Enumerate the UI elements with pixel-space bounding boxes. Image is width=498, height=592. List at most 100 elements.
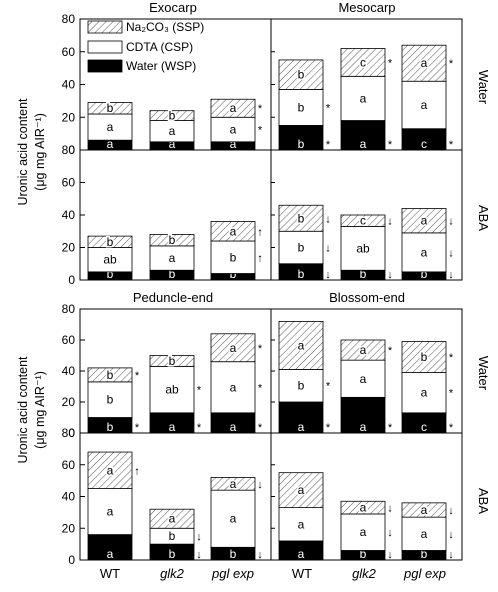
column-title-peduncle-end: Peduncle-end [133,290,213,305]
bar-peduncle-end-aba-wt-csp [87,488,133,535]
letter-bar-mesocarp-aba-pgl-exp-wsp: b [421,267,428,281]
letter-bar-blossom-end-water-wt-wsp: a [298,420,305,434]
letter-bar-mesocarp-water-pgl-exp-csp: a [421,98,428,112]
bar-mesocarp-aba-wt-ssp [278,204,324,232]
bar-blossom-end-water-glk2-ssp [340,339,386,361]
letter-bar-peduncle-end-water-glk2-ssp: b [169,354,176,368]
mark-bar-blossom-end-aba-glk2-csp: ↓ [387,527,393,539]
mark-bar-blossom-end-aba-glk2-ssp: ↓ [387,503,393,515]
bar-exocarp-aba-wt-ssp [87,235,133,248]
y-axis-unit-top: (μg mg AIR⁻¹) [33,113,47,191]
y-tick-label-peduncle-end-water-60: 60 [62,333,76,347]
mark-bar-peduncle-end-water-pgl-exp-wsp: * [258,422,263,434]
letter-bar-blossom-end-aba-pgl-exp-ssp: a [421,503,428,517]
letter-bar-mesocarp-aba-wt-ssp: b [298,211,305,225]
bar-mesocarp-water-pgl-exp-csp [401,80,447,130]
letter-bar-peduncle-end-water-pgl-exp-csp: a [230,380,237,394]
mark-bar-blossom-end-aba-glk2-wsp: ↓ [387,549,393,561]
bar-exocarp-aba-glk2-ssp [149,234,195,247]
y-tick-label-peduncle-end-water-40: 40 [62,364,76,378]
mark-bar-exocarp-aba-pgl-exp-ssp: ↑ [257,226,263,238]
letter-bar-peduncle-end-water-glk2-csp: ab [165,383,179,397]
bar-mesocarp-water-glk2-ssp [340,48,386,77]
y-tick-label-peduncle-end-aba-80: 80 [62,426,76,440]
bar-mesocarp-aba-glk2-ssp [340,214,386,227]
letter-bar-exocarp-aba-wt-wsp: b [107,267,114,281]
y-tick-label-peduncle-end-water-20: 20 [62,395,76,409]
bar-exocarp-water-pgl-exp-csp [210,116,256,143]
letter-bar-peduncle-end-aba-wt-wsp: a [107,547,114,561]
letter-bar-peduncle-end-aba-glk2-ssp: a [169,512,176,526]
bar-exocarp-water-glk2-ssp [149,110,195,121]
mark-bar-mesocarp-water-glk2-wsp: * [388,139,393,151]
letter-bar-blossom-end-water-wt-csp: b [298,379,305,393]
bar-exocarp-aba-glk2-csp [149,245,195,271]
bar-mesocarp-water-glk2-wsp [340,120,386,151]
mark-bar-peduncle-end-water-glk2-wsp: * [197,422,202,434]
bar-exocarp-water-wt-csp [87,113,133,141]
letter-bar-mesocarp-aba-glk2-wsp: b [360,267,367,281]
panel-blossom-end-water: a * b * a a * a a * c * a * b * [270,308,463,434]
mark-bar-peduncle-end-water-glk2-csp: * [197,385,202,397]
legend-swatch-csp [87,40,123,54]
letter-bar-mesocarp-water-glk2-csp: a [360,91,367,105]
bar-peduncle-end-water-wt-ssp [87,367,133,383]
letter-bar-exocarp-water-wt-csp: a [107,120,114,134]
mark-bar-exocarp-water-pgl-exp-ssp: * [258,103,263,115]
mark-bar-mesocarp-aba-pgl-exp-ssp: ↓ [448,216,454,228]
bar-exocarp-water-pgl-exp-ssp [210,98,256,118]
letter-bar-exocarp-aba-wt-csp: ab [103,253,117,267]
mark-bar-blossom-end-water-pgl-exp-csp: * [449,388,454,400]
letter-bar-exocarp-aba-glk2-ssp: b [169,233,176,247]
panel-mesocarp-aba: b ↓ b ↓ b ↓ b ↓ ab c ↓ b ↓ a ↓ a ↓ [270,149,463,281]
letter-bar-exocarp-water-glk2-ssp: b [169,109,176,123]
letter-bar-peduncle-end-aba-pgl-exp-csp: a [230,512,237,526]
letter-bar-peduncle-end-water-wt-csp: b [107,393,114,407]
y-tick-label-exocarp-aba-60: 60 [62,176,76,190]
mark-bar-peduncle-end-aba-glk2-wsp: ↓ [196,549,202,561]
mark-bar-mesocarp-aba-glk2-ssp: ↓ [387,216,393,228]
category-label-glk2-right: glk2 [352,566,377,581]
letter-bar-blossom-end-aba-wt-ssp: a [298,483,305,497]
letter-bar-exocarp-water-pgl-exp-csp: a [230,123,237,137]
category-label-wt-left: WT [100,566,120,581]
category-label-pgl-exp-left: pgl exp [211,566,254,581]
letter-bar-blossom-end-aba-glk2-wsp: b [360,547,367,561]
mark-bar-blossom-end-aba-pgl-exp-csp: ↓ [448,529,454,541]
letter-bar-peduncle-end-water-pgl-exp-ssp: a [230,341,237,355]
mark-bar-blossom-end-water-glk2-wsp: * [388,422,393,434]
mark-bar-exocarp-water-pgl-exp-csp: * [258,125,263,137]
mark-bar-peduncle-end-water-pgl-exp-ssp: * [258,343,263,355]
bar-peduncle-end-water-glk2-ssp [149,355,195,367]
mark-bar-mesocarp-aba-glk2-wsp: ↓ [387,269,393,281]
bar-mesocarp-water-wt-wsp [278,125,324,151]
letter-bar-blossom-end-aba-wt-wsp: a [298,547,305,561]
row-title-water-top: Water [476,70,491,105]
letter-bar-blossom-end-aba-wt-csp: a [298,517,305,531]
row-title-water-bottom: Water [476,356,491,391]
mark-bar-blossom-end-water-pgl-exp-wsp: * [449,422,454,434]
legend-swatch-wsp [87,59,123,73]
legend: Na₂CO₃ (SSP) CDTA (CSP) Water (WSP) [87,20,204,73]
mark-bar-blossom-end-water-glk2-ssp: * [388,345,393,357]
letter-bar-exocarp-aba-pgl-exp-wsp: b [230,267,237,281]
mark-bar-peduncle-end-aba-pgl-exp-wsp: ↓ [257,549,263,561]
legend-label-ssp: Na₂CO₃ (SSP) [126,20,204,34]
mark-bar-blossom-end-water-wt-wsp: * [326,422,331,434]
letter-bar-peduncle-end-aba-glk2-wsp: b [169,547,176,561]
legend-swatch-ssp [87,20,123,34]
letter-bar-mesocarp-aba-glk2-ssp: c [360,214,366,228]
letter-bar-peduncle-end-water-glk2-wsp: a [169,420,176,434]
y-tick-label-exocarp-aba-80: 80 [62,143,76,157]
ylabel-bottom-group: Uronic acid content (μg mg AIR⁻¹) [16,356,47,464]
bar-mesocarp-aba-glk2-csp [340,225,386,271]
y-tick-label-exocarp-water-40: 40 [62,78,76,92]
y-axis-label-bottom: Uronic acid content [16,356,30,464]
letter-bar-mesocarp-water-glk2-wsp: a [360,137,367,151]
category-label-glk2-left: glk2 [160,566,185,581]
